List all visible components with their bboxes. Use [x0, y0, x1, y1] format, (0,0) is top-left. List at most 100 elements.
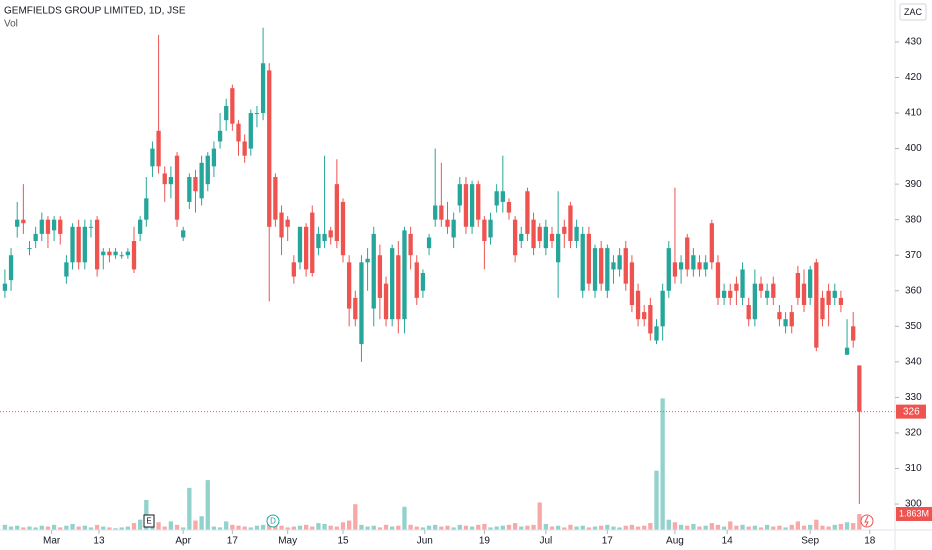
volume-bar [838, 523, 844, 530]
candle-body [211, 148, 217, 167]
volume-bar [211, 526, 217, 530]
volume-bar [396, 525, 401, 530]
candle-body [303, 226, 309, 270]
split-marker[interactable] [860, 514, 874, 528]
volume-bar [107, 527, 112, 530]
x-tick-label: May [278, 536, 297, 547]
volume-bar [70, 523, 75, 530]
volume-bar [316, 523, 321, 530]
volume-bar [248, 527, 253, 530]
volume-bar [8, 526, 14, 530]
volume-bar [494, 526, 499, 530]
earnings-marker[interactable] [143, 514, 155, 528]
volume-bar [789, 524, 794, 530]
volume-bar [15, 525, 20, 530]
volume-bar [820, 525, 825, 530]
volume-bar [285, 527, 290, 530]
volume-bar [162, 526, 167, 530]
dividend-label[interactable]: D [270, 517, 276, 526]
candle-body [789, 312, 794, 327]
y-tick-label: 320 [905, 428, 922, 439]
candle-body [642, 312, 647, 320]
candle-body [531, 219, 536, 249]
candle-body [685, 237, 690, 270]
y-tick-label: 400 [905, 143, 922, 154]
volume-bar [648, 523, 653, 530]
volume-bar [611, 526, 616, 530]
volume-bar [685, 525, 690, 530]
volume-bar [469, 526, 475, 530]
volume-bar [433, 524, 438, 530]
candle-body [334, 184, 340, 242]
candle-body [599, 248, 604, 284]
candle-body [426, 237, 432, 249]
volume-bar [623, 525, 628, 530]
volume-bar [586, 527, 592, 530]
candle-body [414, 262, 419, 298]
volume-bar [408, 524, 413, 530]
volume-bar [703, 525, 708, 530]
candle-body [150, 148, 155, 167]
volume-bar [58, 527, 63, 530]
volume-bar [193, 520, 198, 530]
earnings-label[interactable]: E [146, 517, 151, 526]
candle-body [8, 255, 14, 281]
candle-body [168, 177, 174, 185]
y-tick-label: 410 [905, 108, 922, 119]
candle-body [39, 219, 44, 234]
x-tick-label: 18 [864, 536, 876, 547]
candle-body [678, 262, 684, 270]
y-tick-label: 370 [905, 250, 922, 261]
volume-bar [844, 522, 850, 530]
volume-bar [414, 526, 419, 530]
plot-area [0, 27, 895, 530]
dividend-marker[interactable] [266, 514, 280, 528]
currency-box[interactable] [899, 3, 927, 21]
volume-bar [777, 525, 782, 530]
volume-bar [426, 525, 432, 530]
candle-body [101, 251, 106, 256]
volume-bar [242, 526, 247, 530]
candle-body [648, 304, 653, 334]
volume-bar [531, 524, 536, 530]
candle-body [826, 290, 831, 305]
volume-bar [580, 525, 585, 530]
x-tick-label: 17 [602, 536, 614, 547]
candle-body [592, 248, 598, 291]
last-price-box [896, 404, 926, 419]
volume-bar [771, 526, 776, 530]
volume-bar [125, 526, 131, 530]
candle-body [322, 233, 327, 242]
candle-body [605, 248, 610, 291]
y-tick-label: 430 [905, 37, 922, 48]
candle-body [795, 272, 801, 298]
volume-bar [371, 525, 376, 530]
volume-bar [764, 524, 770, 530]
volume-bar [457, 524, 462, 530]
candle-body [119, 255, 124, 257]
y-tick-label: 310 [905, 463, 922, 474]
candle-body [156, 130, 161, 167]
last-volume-box [896, 506, 932, 521]
candle-body [623, 248, 628, 284]
volume-bar [574, 526, 579, 530]
candle-body [463, 184, 469, 227]
candle-body [555, 233, 561, 263]
candle-body [402, 230, 407, 320]
candle-body [346, 262, 352, 309]
volume-bar [795, 521, 801, 530]
volume-bar [463, 525, 469, 530]
candle-body [242, 141, 247, 156]
volume-bar [857, 513, 862, 530]
volume-bar [297, 525, 303, 530]
candle-body [113, 251, 118, 256]
volume-bar [260, 524, 266, 530]
candle-body [27, 248, 32, 250]
volume-bar [599, 525, 604, 530]
y-tick-label: 380 [905, 214, 922, 225]
candle-body [691, 255, 696, 270]
volume-bar [605, 524, 610, 530]
currency[interactable]: ZAC [904, 7, 923, 17]
volume-bar [45, 526, 51, 530]
